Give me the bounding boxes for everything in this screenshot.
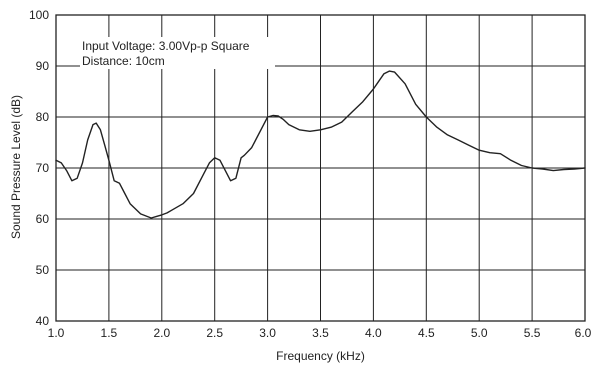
y-tick-label: 40 xyxy=(36,314,50,328)
x-tick-label: 2.0 xyxy=(153,326,170,340)
x-tick-label: 5.0 xyxy=(471,326,488,340)
x-tick-label: 3.5 xyxy=(312,326,329,340)
x-tick-label: 4.5 xyxy=(418,326,435,340)
annotation-background xyxy=(80,37,275,69)
y-tick-label: 90 xyxy=(36,59,50,73)
x-tick-label: 3.0 xyxy=(259,326,276,340)
annotation-line-2: Distance: 10cm xyxy=(82,54,165,68)
x-axis-label: Frequency (kHz) xyxy=(276,349,365,363)
y-tick-label: 100 xyxy=(29,8,49,22)
y-tick-label: 50 xyxy=(36,263,50,277)
x-tick-label: 5.5 xyxy=(524,326,541,340)
series-layer xyxy=(55,70,586,219)
x-tick-labels: 1.0 1.5 2.0 2.5 3.0 3.5 4.0 4.5 5.0 5.5 6.0 xyxy=(48,326,592,340)
y-tick-label: 70 xyxy=(36,161,50,175)
y-tick-label: 80 xyxy=(36,110,50,124)
annotation-line-1: Input Voltage: 3.00Vp-p Square xyxy=(82,39,250,53)
x-tick-label: 4.0 xyxy=(365,326,382,340)
x-tick-label: 6.0 xyxy=(575,326,592,340)
x-tick-label: 2.5 xyxy=(206,326,223,340)
series-line xyxy=(55,70,586,219)
x-tick-label: 1.0 xyxy=(48,326,65,340)
annotation-box: Input Voltage: 3.00Vp-p Square Distance:… xyxy=(80,37,275,69)
y-axis-label: Sound Pressure Level (dB) xyxy=(9,95,23,239)
x-tick-label: 1.5 xyxy=(101,326,118,340)
y-tick-labels: 40 50 60 70 80 90 100 xyxy=(29,8,49,328)
y-tick-label: 60 xyxy=(36,212,50,226)
